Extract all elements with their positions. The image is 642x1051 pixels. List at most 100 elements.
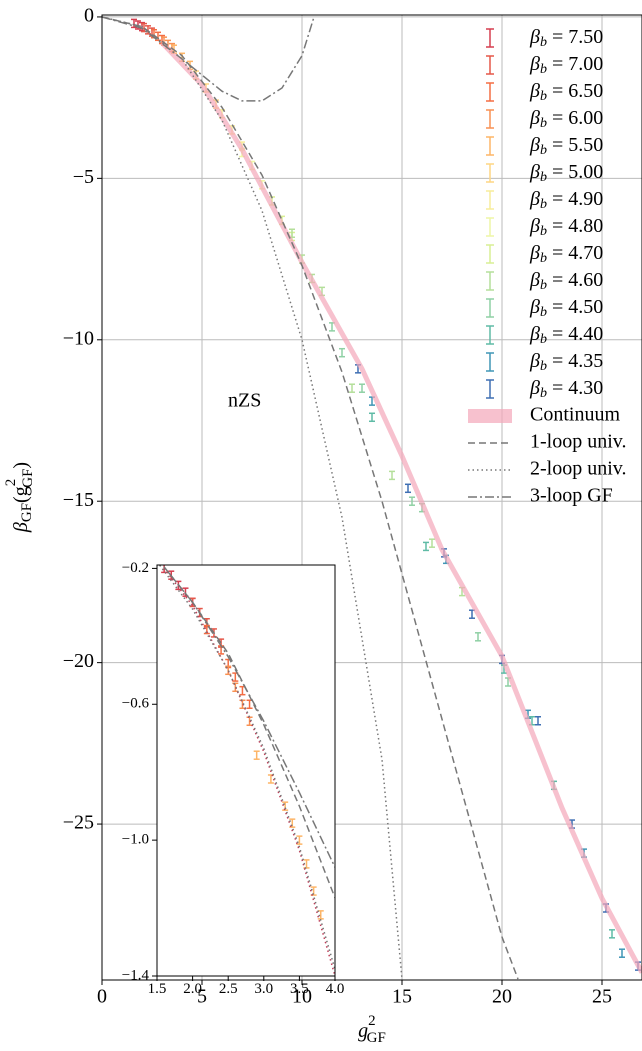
text-part: b — [540, 224, 547, 239]
text-part: β — [529, 377, 540, 399]
legend-label: βb = 4.30 — [529, 377, 603, 402]
text-part: b — [540, 278, 547, 293]
data-point — [303, 859, 310, 869]
text-part: = — [552, 269, 563, 291]
text-part: β — [529, 323, 540, 345]
text-part: = — [552, 377, 563, 399]
text-part: = — [552, 80, 563, 102]
data-point — [429, 538, 435, 548]
text-part: = — [552, 296, 563, 318]
text-part: ) — [10, 462, 32, 469]
data-point — [339, 347, 345, 358]
text-part: = — [552, 107, 563, 129]
y-tick-label: −10 — [63, 327, 94, 349]
y-tick-label: −1.4 — [122, 967, 150, 983]
text-part: GF — [20, 469, 36, 488]
data-point — [253, 750, 260, 760]
text-part: g — [358, 1020, 368, 1042]
text-part: β — [529, 107, 540, 129]
text-part: b — [540, 143, 547, 158]
legend-label: 1-loop univ. — [530, 431, 626, 453]
text-part: β — [529, 242, 540, 264]
text-part: b — [540, 197, 547, 212]
data-point — [225, 665, 232, 676]
legend-label: βb = 5.00 — [529, 161, 603, 186]
text-part: β — [529, 80, 540, 102]
text-part: = — [552, 323, 563, 345]
y-tick-label: −0.6 — [122, 696, 150, 712]
text-part: = — [552, 134, 563, 156]
data-point — [405, 483, 411, 494]
legend-label: βb = 5.50 — [529, 134, 603, 159]
x-tick-label: 20 — [492, 986, 512, 1008]
data-point — [296, 835, 303, 845]
legend-label: βb = 4.80 — [529, 215, 603, 240]
text-part: = — [552, 242, 563, 264]
curve — [161, 565, 335, 868]
x-tick-label: 4.0 — [326, 981, 345, 997]
x-tick-label: 2.0 — [183, 981, 202, 997]
text-part: b — [540, 116, 547, 131]
data-point — [389, 470, 395, 481]
x-tick-label: 15 — [392, 986, 412, 1008]
text-part: (g — [10, 486, 32, 503]
legend-label: βb = 7.00 — [529, 53, 603, 78]
text-part: GF — [367, 1030, 386, 1046]
data-point — [535, 716, 541, 726]
x-tick-label: 3.0 — [254, 981, 273, 997]
text-part: b — [540, 170, 547, 185]
text-part: 4.40 — [568, 323, 603, 345]
legend-label: βb = 4.40 — [529, 323, 603, 348]
data-point — [609, 929, 615, 939]
band — [160, 41, 642, 974]
legend-label: 2-loop univ. — [530, 458, 626, 480]
x-tick-label: 25 — [592, 986, 612, 1008]
y-axis-label: βGF(g2GF) — [3, 462, 36, 533]
text-part: 7.00 — [568, 53, 603, 75]
text-part: = — [552, 161, 563, 183]
y-tick-label: −15 — [63, 489, 94, 511]
text-part: 4.60 — [568, 269, 603, 291]
text-part: 2 — [368, 1013, 376, 1029]
legend-label: βb = 4.90 — [529, 188, 603, 213]
text-part: β — [529, 161, 540, 183]
legend-label: βb = 7.50 — [529, 26, 603, 51]
plot-area — [102, 16, 642, 980]
legend-label: βb = 4.60 — [529, 269, 603, 294]
data-point — [475, 632, 481, 642]
legend-label: Continuum — [530, 404, 620, 426]
x-axis-label: g2 GF — [358, 1013, 386, 1046]
curve — [102, 16, 315, 102]
text-part: β — [529, 269, 540, 291]
data-point — [369, 412, 375, 423]
text-part: = — [552, 53, 563, 75]
x-tick-label: 1.5 — [148, 981, 167, 997]
text-part: 7.50 — [568, 26, 603, 48]
x-tick-label: 0 — [97, 986, 107, 1008]
data-point — [349, 383, 355, 393]
curve — [102, 16, 519, 980]
data-point — [409, 496, 415, 506]
text-part: = — [552, 26, 563, 48]
text-part: 4.80 — [568, 215, 603, 237]
curve — [158, 565, 335, 970]
text-part: β — [529, 53, 540, 75]
y-tick-label: −20 — [63, 650, 94, 672]
text-part: b — [540, 359, 547, 374]
y-tick-label: −1.0 — [122, 832, 149, 848]
legend-label: βb = 6.00 — [529, 107, 603, 132]
legend-label: βb = 4.35 — [529, 350, 603, 375]
data-point — [131, 18, 137, 29]
text-part: b — [540, 251, 547, 266]
text-part: β — [10, 522, 32, 533]
y-tick-label: −5 — [73, 166, 94, 188]
text-part: 5.50 — [568, 134, 603, 156]
legend-label: βb = 4.70 — [529, 242, 603, 267]
text-part: β — [529, 350, 540, 372]
text-part: = — [552, 215, 563, 237]
axes-frame — [101, 14, 642, 981]
text-part: b — [540, 62, 547, 77]
data-point — [359, 383, 365, 393]
text-part: b — [540, 332, 547, 347]
